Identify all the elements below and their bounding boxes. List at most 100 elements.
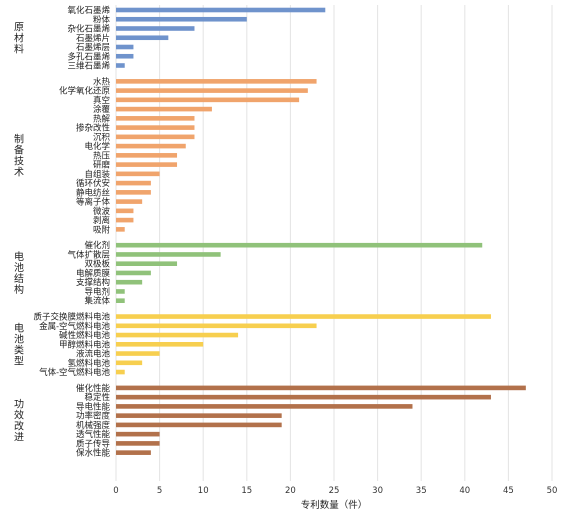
bar	[116, 261, 178, 266]
category-label: 杂化石墨烯	[67, 24, 110, 35]
category-label: 液流电池	[76, 349, 111, 360]
category-label: 气体-空气燃料电池	[39, 367, 110, 378]
bar	[116, 252, 221, 257]
bar	[116, 63, 125, 68]
bar	[116, 431, 160, 437]
category-label: 化学氧化还原	[59, 86, 110, 97]
bar	[116, 332, 239, 338]
x-tick-label: 50	[547, 486, 558, 496]
category-label: 多孔石墨烯	[67, 51, 110, 62]
category-label: 水热	[93, 76, 111, 87]
category-label: 电化学	[84, 141, 110, 152]
group-label: 原材料	[14, 21, 24, 55]
x-axis-title: 专利数量（件）	[301, 499, 368, 511]
bar	[116, 217, 134, 223]
category-label: 循环伏安	[76, 178, 110, 189]
bar	[116, 298, 125, 303]
category-label: 透气性能	[76, 429, 111, 440]
category-label: 保水性能	[76, 448, 111, 459]
category-label: 掺杂改性	[76, 123, 111, 134]
bar	[116, 450, 151, 455]
bar	[116, 441, 160, 446]
x-tick-label: 35	[416, 486, 427, 496]
x-tick-label: 30	[372, 486, 383, 496]
category-label: 沉积	[93, 132, 111, 143]
bar	[116, 44, 134, 50]
x-tick-label: 45	[503, 486, 514, 496]
axis-layer: 专利数量（件） 0 5 10 15 20 25 30 35 40 45 50	[113, 486, 557, 511]
category-label: 催化性能	[76, 383, 111, 394]
bar	[116, 153, 178, 158]
category-label: 甲醇燃料电池	[59, 339, 111, 350]
category-label: 质子交换膜燃料电池	[33, 312, 110, 323]
group-label: 功效改进	[14, 398, 24, 443]
category-label: 热压	[93, 150, 111, 161]
bar	[116, 208, 134, 214]
group-label: 制备技术	[14, 132, 24, 178]
bar	[116, 26, 195, 31]
bar	[116, 97, 300, 103]
category-label: 自组装	[84, 169, 110, 180]
bar	[116, 323, 317, 329]
category-label: 导电剂	[84, 286, 110, 297]
category-label: 电解质膜	[76, 268, 111, 279]
category-label: 氧化石墨烯	[67, 5, 110, 16]
bar	[116, 351, 160, 356]
bar	[116, 106, 212, 112]
category-label: 静电纺丝	[76, 187, 111, 198]
category-label: 气体扩散层	[67, 249, 110, 260]
bar	[116, 162, 178, 167]
x-tick-label: 40	[459, 486, 470, 496]
bar	[116, 143, 186, 149]
bar	[116, 7, 326, 13]
category-label: 石墨烯层	[76, 42, 110, 53]
group-label: 电池类型	[14, 321, 24, 367]
category-label: 功率密度	[76, 411, 111, 422]
bar	[116, 199, 143, 204]
bar	[116, 88, 308, 93]
bar	[116, 342, 204, 347]
category-label: 热解	[93, 113, 111, 124]
category-label: 微波	[93, 206, 111, 217]
category-label: 研磨	[93, 160, 111, 171]
x-tick-label: 15	[241, 486, 252, 496]
category-label: 催化剂	[84, 240, 110, 251]
category-label: 等离子体	[76, 197, 111, 208]
category-label: 三维石墨烯	[67, 61, 110, 72]
bar	[116, 35, 169, 41]
x-tick-label: 10	[198, 486, 209, 496]
label-layer: 氧化石墨烯粉体杂化石墨烯石墨烯片石墨烯层多孔石墨烯三维石墨烯水热化学氧化还原真空…	[33, 5, 110, 459]
category-label: 氢燃料电池	[67, 358, 110, 369]
bar-layer	[116, 7, 526, 455]
category-label: 质子传导	[76, 438, 111, 449]
category-label: 石墨烯片	[76, 33, 110, 44]
bar	[116, 134, 195, 140]
bar	[116, 227, 125, 232]
group-label: 电池结构	[14, 250, 24, 296]
bar	[116, 171, 160, 177]
bar	[116, 413, 282, 418]
bar	[116, 53, 134, 59]
category-label: 稳定性	[84, 392, 110, 403]
category-label: 金属-空气燃料电池	[39, 321, 110, 332]
bar	[116, 242, 483, 248]
category-label: 剥离	[93, 215, 110, 226]
bar	[116, 289, 125, 294]
bar	[116, 385, 526, 391]
bar	[116, 394, 491, 400]
bar	[116, 190, 151, 195]
bar	[116, 270, 151, 276]
bar	[116, 180, 151, 186]
bar	[116, 16, 247, 22]
bar	[116, 279, 143, 285]
category-label: 集流体	[84, 296, 110, 307]
category-label: 吸附	[93, 224, 111, 235]
bar	[116, 314, 491, 319]
x-tick-label: 25	[329, 486, 340, 496]
x-tick-label: 20	[285, 486, 296, 496]
category-label: 粉体	[93, 14, 111, 25]
bar	[116, 422, 282, 428]
